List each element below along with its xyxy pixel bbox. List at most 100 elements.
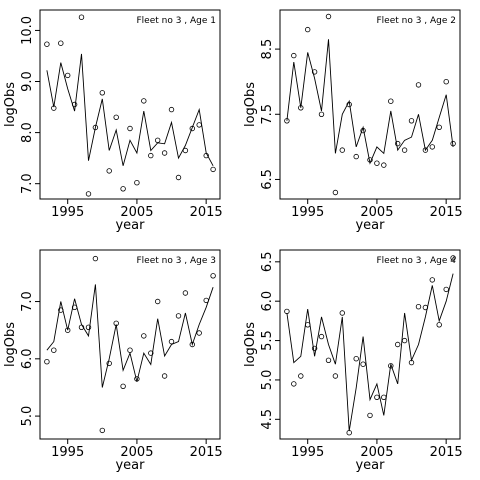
y-axis-title: logObs	[243, 322, 258, 367]
observation-point	[58, 307, 64, 313]
y-axis-title: logObs	[3, 82, 18, 127]
observation-point	[120, 186, 126, 192]
plot-frame	[279, 249, 461, 440]
observation-point	[168, 106, 175, 113]
observation-point	[422, 304, 429, 311]
observation-point	[210, 273, 216, 279]
y-axis-title: logObs	[3, 322, 18, 367]
observation-point	[339, 310, 345, 316]
observation-point	[395, 140, 401, 147]
observation-point	[148, 152, 154, 159]
x-tick-label: 2005	[120, 445, 153, 460]
observation-point	[51, 105, 57, 111]
observation-point	[381, 394, 387, 400]
y-tick-label: 7.0	[20, 291, 35, 312]
x-axis-title: year	[115, 458, 145, 473]
observation-point	[436, 124, 442, 130]
observation-point	[141, 98, 147, 104]
observation-point	[401, 337, 408, 344]
observation-point	[332, 189, 339, 196]
observation-point	[415, 304, 422, 310]
observation-point	[339, 147, 345, 153]
observation-point	[161, 373, 168, 379]
observation-point	[353, 356, 359, 362]
observation-point	[127, 347, 133, 353]
observation-point	[99, 90, 105, 96]
observation-point	[360, 127, 366, 134]
observation-point	[415, 82, 422, 88]
x-tick-label: 2015	[190, 205, 223, 220]
observation-point	[141, 333, 147, 339]
x-tick-label: 1995	[291, 205, 324, 220]
observation-point	[305, 26, 311, 33]
observation-point	[64, 72, 71, 79]
observation-point	[182, 290, 189, 296]
x-tick-label: 2015	[190, 445, 223, 460]
observation-point	[134, 376, 140, 382]
observation-point	[360, 361, 366, 367]
observation-point	[210, 166, 216, 173]
observation-point	[175, 174, 182, 181]
observation-point	[113, 114, 119, 120]
panel-title: Fleet no 3 , Age 3	[136, 256, 216, 266]
observation-point	[311, 345, 318, 352]
observation-point	[367, 412, 373, 419]
observation-point	[148, 350, 154, 356]
y-tick-label: 6.0	[20, 348, 35, 369]
observation-point	[401, 147, 408, 153]
y-tick-label: 4.5	[260, 409, 275, 430]
observation-point	[203, 297, 209, 304]
observation-point	[408, 359, 415, 366]
observation-point	[443, 78, 449, 85]
chart-panel: Fleet no 3 , Age 2 1995 2005 2015 6.5 7.5 8.5 y…	[243, 9, 463, 233]
observation-point	[196, 330, 202, 336]
observation-point	[284, 118, 290, 124]
observation-point	[298, 373, 304, 379]
y-tick-label: 5.5	[260, 330, 275, 351]
chart-panel: Fleet no 3 , Age 1 1995 2005 2015 7.0 8.0 9.0 1…	[3, 9, 223, 233]
observation-point	[189, 341, 195, 348]
observation-point	[318, 333, 325, 340]
observation-point	[443, 286, 449, 293]
observation-point	[284, 308, 290, 315]
observation-point	[388, 98, 394, 104]
y-axis-title: logObs	[243, 82, 258, 127]
observation-point	[346, 101, 352, 108]
observation-point	[168, 338, 175, 345]
plot-frame	[39, 9, 221, 200]
observation-point	[106, 168, 112, 174]
x-tick-label: 2005	[120, 205, 153, 220]
observation-point	[58, 40, 64, 46]
panel-title: Fleet no 3 , Age 1	[136, 16, 216, 26]
observation-point	[154, 137, 161, 143]
y-tick-label: 8.0	[20, 122, 35, 143]
observation-point	[71, 101, 78, 108]
observation-point	[318, 111, 325, 117]
observation-point	[367, 157, 373, 163]
observation-point	[291, 52, 297, 59]
y-tick-label: 6.5	[260, 251, 275, 272]
observation-point	[127, 125, 133, 132]
observation-point	[78, 324, 85, 330]
observation-point	[450, 140, 456, 147]
observation-point	[189, 125, 195, 132]
y-tick-label: 8.5	[260, 39, 275, 60]
observation-point	[203, 152, 209, 159]
observation-point	[346, 430, 352, 436]
observation-point	[381, 162, 387, 168]
fit-line	[46, 53, 214, 167]
observation-point	[374, 160, 380, 166]
observation-point	[99, 427, 105, 434]
observation-point	[85, 324, 92, 330]
x-axis-title: year	[355, 218, 385, 233]
fit-line	[286, 273, 454, 432]
observation-point	[44, 41, 50, 47]
plot-frame	[279, 9, 461, 200]
observation-point	[388, 363, 394, 369]
x-tick-label: 1995	[51, 205, 84, 220]
fit-line	[46, 284, 214, 388]
x-axis-title: year	[115, 218, 145, 233]
x-tick-label: 1995	[291, 445, 324, 460]
observation-point	[429, 277, 435, 283]
x-axis-title: year	[355, 458, 385, 473]
